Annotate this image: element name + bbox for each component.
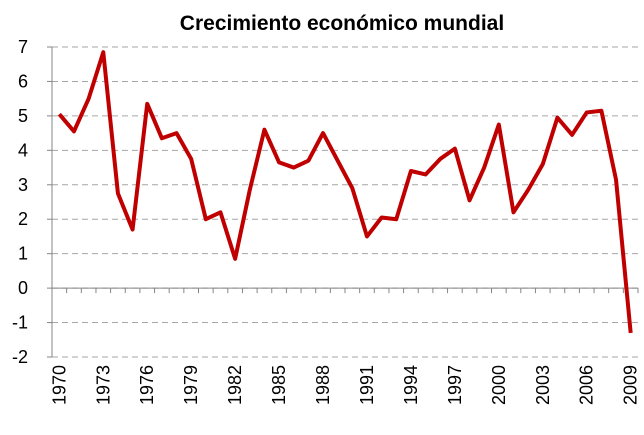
x-tick-label: 1991 [357, 365, 377, 405]
x-tick-label: 1973 [93, 365, 113, 405]
y-tick-label: 3 [18, 175, 28, 195]
y-tick-label: -2 [12, 347, 28, 367]
y-tick-label: 0 [18, 278, 28, 298]
y-tick-label: -1 [12, 313, 28, 333]
x-tick-label: 1994 [401, 365, 421, 405]
y-tick-label: 4 [18, 140, 28, 160]
x-tick-label: 1988 [313, 365, 333, 405]
x-tick-label: 1982 [225, 365, 245, 405]
y-tick-label: 2 [18, 209, 28, 229]
y-tick-label: 6 [18, 71, 28, 91]
x-tick-label: 1970 [49, 365, 69, 405]
y-tick-label: 5 [18, 106, 28, 126]
x-tick-label: 1979 [181, 365, 201, 405]
x-tick-label: 2003 [533, 365, 553, 405]
y-tick-label: 7 [18, 37, 28, 57]
chart-title: Crecimiento económico mundial [180, 12, 504, 35]
x-tick-label: 1985 [269, 365, 289, 405]
x-tick-label: 1997 [445, 365, 465, 405]
x-tick-label: 1976 [137, 365, 157, 405]
line [57, 50, 633, 334]
x-tick-label: 2009 [621, 365, 641, 405]
x-tick-label: 2006 [577, 365, 597, 405]
y-tick-label: 1 [18, 244, 28, 264]
x-tick-label: 2000 [489, 365, 509, 405]
